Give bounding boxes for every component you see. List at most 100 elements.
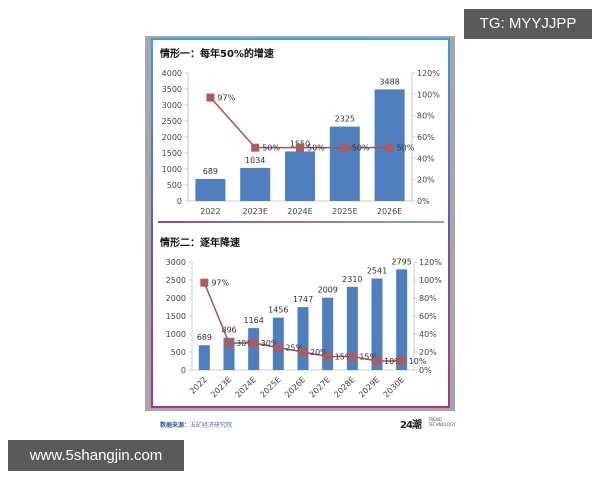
category-label: 2028E xyxy=(332,375,356,399)
growth-label: 50% xyxy=(307,144,325,153)
left-tick-label: 500 xyxy=(171,348,186,357)
logo-sub-2: TECHNOLOGY xyxy=(428,422,456,427)
growth-marker xyxy=(323,352,332,361)
bar-value-label: 1456 xyxy=(268,306,288,315)
left-tick-label: 3000 xyxy=(162,101,182,110)
bar-value-label: 2541 xyxy=(367,267,387,276)
growth-label: 10% xyxy=(384,357,402,366)
growth-marker xyxy=(340,143,349,152)
bar xyxy=(329,126,360,201)
bar xyxy=(285,151,315,201)
category-label: 2029E xyxy=(357,375,381,399)
growth-marker xyxy=(200,278,209,287)
chart-divider xyxy=(158,221,444,223)
logo-sub-1: TREND xyxy=(428,417,442,422)
bar xyxy=(297,307,309,370)
category-label: 2022 xyxy=(188,375,209,396)
right-tick-label: 0% xyxy=(417,197,430,206)
left-tick-label: 0 xyxy=(177,197,182,206)
bar-value-label: 1034 xyxy=(245,156,265,165)
growth-label: 97% xyxy=(217,94,235,103)
category-label: 2023E xyxy=(242,207,267,216)
right-tick-label: 40% xyxy=(417,154,435,163)
growth-marker xyxy=(348,352,357,361)
right-tick-label: 120% xyxy=(419,258,442,267)
right-tick-label: 100% xyxy=(419,276,442,285)
bar-value-label: 2009 xyxy=(317,286,337,295)
bar xyxy=(346,286,358,370)
growth-label: 30% xyxy=(236,339,254,348)
growth-label: 30% xyxy=(261,339,279,348)
source-value: 五矿经济研究院 xyxy=(190,422,233,429)
left-tick-label: 1000 xyxy=(166,330,186,339)
growth-marker xyxy=(299,348,307,356)
bar-value-label: 3488 xyxy=(379,77,399,86)
category-label: 2023E xyxy=(209,375,233,399)
category-label: 2026E xyxy=(377,207,402,216)
growth-marker xyxy=(397,357,406,365)
left-tick-label: 1500 xyxy=(162,149,182,158)
data-source: 数据来源：五矿经济研究院 xyxy=(160,420,232,429)
bar-value-label: 1747 xyxy=(293,295,313,304)
chart2-title: 情形二：逐年降速 xyxy=(160,238,240,249)
growth-marker xyxy=(274,343,283,352)
growth-marker xyxy=(373,357,381,365)
category-label: 2026E xyxy=(283,375,307,399)
growth-marker xyxy=(251,143,260,152)
left-tick-label: 4000 xyxy=(162,69,182,78)
category-label: 2027E xyxy=(308,375,332,399)
category-label: 2030E xyxy=(382,375,406,399)
growth-label: 20% xyxy=(310,348,328,357)
brand-logo: 24潮 xyxy=(400,420,422,431)
bar xyxy=(396,269,408,370)
watermark-top: TG: MYYJJPP xyxy=(464,9,592,39)
watermark-bottom: www.5shangjin.com xyxy=(8,440,184,471)
growth-label: 50% xyxy=(397,144,415,153)
brand-logo-sub: TREND TECHNOLOGY xyxy=(428,417,456,427)
bar-value-label: 1164 xyxy=(243,316,263,325)
right-tick-label: 100% xyxy=(417,90,440,99)
chart1-title: 情形一：每年50%的增速 xyxy=(160,49,274,60)
right-tick-label: 20% xyxy=(417,176,435,185)
category-label: 2025E xyxy=(258,375,282,399)
category-label: 2024E xyxy=(234,375,258,399)
left-tick-label: 1500 xyxy=(166,312,186,321)
growth-label: 97% xyxy=(211,279,229,288)
bar xyxy=(195,178,226,201)
left-tick-label: 0 xyxy=(181,366,186,375)
left-tick-label: 3500 xyxy=(162,85,182,94)
right-tick-label: 80% xyxy=(417,112,435,121)
growth-label: 15% xyxy=(335,353,353,362)
left-tick-label: 3000 xyxy=(166,258,186,267)
right-tick-label: 0% xyxy=(419,366,432,375)
bar xyxy=(223,337,235,370)
growth-marker xyxy=(296,143,304,152)
bar xyxy=(248,328,260,370)
bar xyxy=(198,345,210,370)
left-tick-label: 2500 xyxy=(162,117,182,126)
growth-label: 50% xyxy=(352,144,370,153)
left-tick-label: 2000 xyxy=(162,133,182,142)
right-tick-label: 120% xyxy=(417,69,440,78)
left-tick-label: 500 xyxy=(167,181,182,190)
bar-value-label: 2325 xyxy=(335,115,355,124)
right-tick-label: 80% xyxy=(419,294,437,303)
bar-value-label: 2795 xyxy=(391,257,411,266)
category-label: 2025E xyxy=(332,207,357,216)
growth-marker xyxy=(225,339,233,347)
growth-label: 15% xyxy=(359,353,377,362)
bar-value-label: 2310 xyxy=(342,275,362,284)
left-tick-label: 1000 xyxy=(162,165,182,174)
bar xyxy=(240,167,271,201)
source-label: 数据来源： xyxy=(160,422,191,429)
growth-marker xyxy=(249,339,258,347)
bar xyxy=(322,297,334,370)
left-tick-label: 2000 xyxy=(166,294,186,303)
right-tick-label: 40% xyxy=(419,330,437,339)
growth-marker xyxy=(206,93,215,102)
growth-marker xyxy=(385,143,394,152)
category-label: 2024E xyxy=(287,207,312,216)
bar xyxy=(371,278,383,370)
growth-label: 25% xyxy=(285,344,303,353)
